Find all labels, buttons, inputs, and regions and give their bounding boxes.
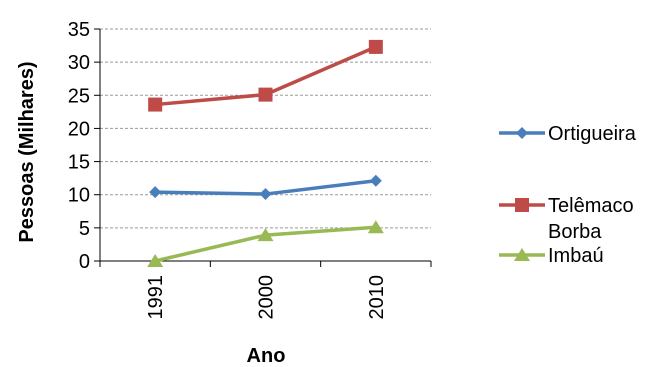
legend-entry: Telêmaco Borba bbox=[499, 195, 634, 243]
x-tick-label: 2010 bbox=[366, 275, 388, 320]
data-point bbox=[147, 254, 164, 267]
y-tick-labels: 0 5 10 15 20 25 30 35 bbox=[68, 19, 90, 273]
legend-label: Ortigueira bbox=[548, 123, 637, 145]
legend-marker bbox=[516, 127, 528, 139]
data-point bbox=[257, 228, 274, 242]
y-tick-label: 5 bbox=[79, 218, 90, 240]
y-tick-label: 35 bbox=[68, 19, 90, 41]
data-point bbox=[148, 97, 163, 112]
data-point bbox=[369, 174, 382, 187]
series-layer bbox=[147, 39, 384, 267]
x-tick-label: 2000 bbox=[256, 275, 278, 320]
series-1 bbox=[148, 39, 383, 112]
series-0 bbox=[149, 174, 382, 201]
legend-marker bbox=[514, 248, 530, 261]
y-tick-label: 10 bbox=[68, 185, 90, 207]
legend-entry: Ortigueira bbox=[499, 123, 637, 145]
x-axis-title: Ano bbox=[247, 345, 286, 367]
y-tick-label: 25 bbox=[68, 85, 90, 107]
x-tick-labels: 1991 2000 2010 bbox=[145, 275, 388, 320]
y-axis-title: Pessoas (Milhares) bbox=[16, 61, 38, 242]
y-tick-label: 15 bbox=[68, 152, 90, 174]
legend-label-line: Telêmaco bbox=[548, 195, 634, 217]
y-tick-label: 0 bbox=[79, 251, 90, 273]
data-point bbox=[368, 39, 383, 54]
x-tick-label: 1991 bbox=[145, 275, 167, 320]
data-point bbox=[149, 186, 162, 199]
y-tick-label: 30 bbox=[68, 52, 90, 74]
legend-entry: Imbaú bbox=[499, 245, 604, 267]
y-tick-label: 20 bbox=[68, 118, 90, 140]
legend-label-line: Borba bbox=[548, 221, 602, 243]
data-point bbox=[259, 188, 272, 201]
legend-label-line: Ortigueira bbox=[548, 123, 637, 145]
series-2 bbox=[147, 220, 384, 267]
data-point bbox=[258, 87, 273, 102]
legend-label-line: Imbaú bbox=[548, 245, 604, 267]
data-point bbox=[367, 220, 384, 234]
legend-label: Imbaú bbox=[548, 245, 604, 267]
legend-marker bbox=[515, 198, 529, 212]
legend-label: Telêmaco Borba bbox=[548, 195, 634, 243]
